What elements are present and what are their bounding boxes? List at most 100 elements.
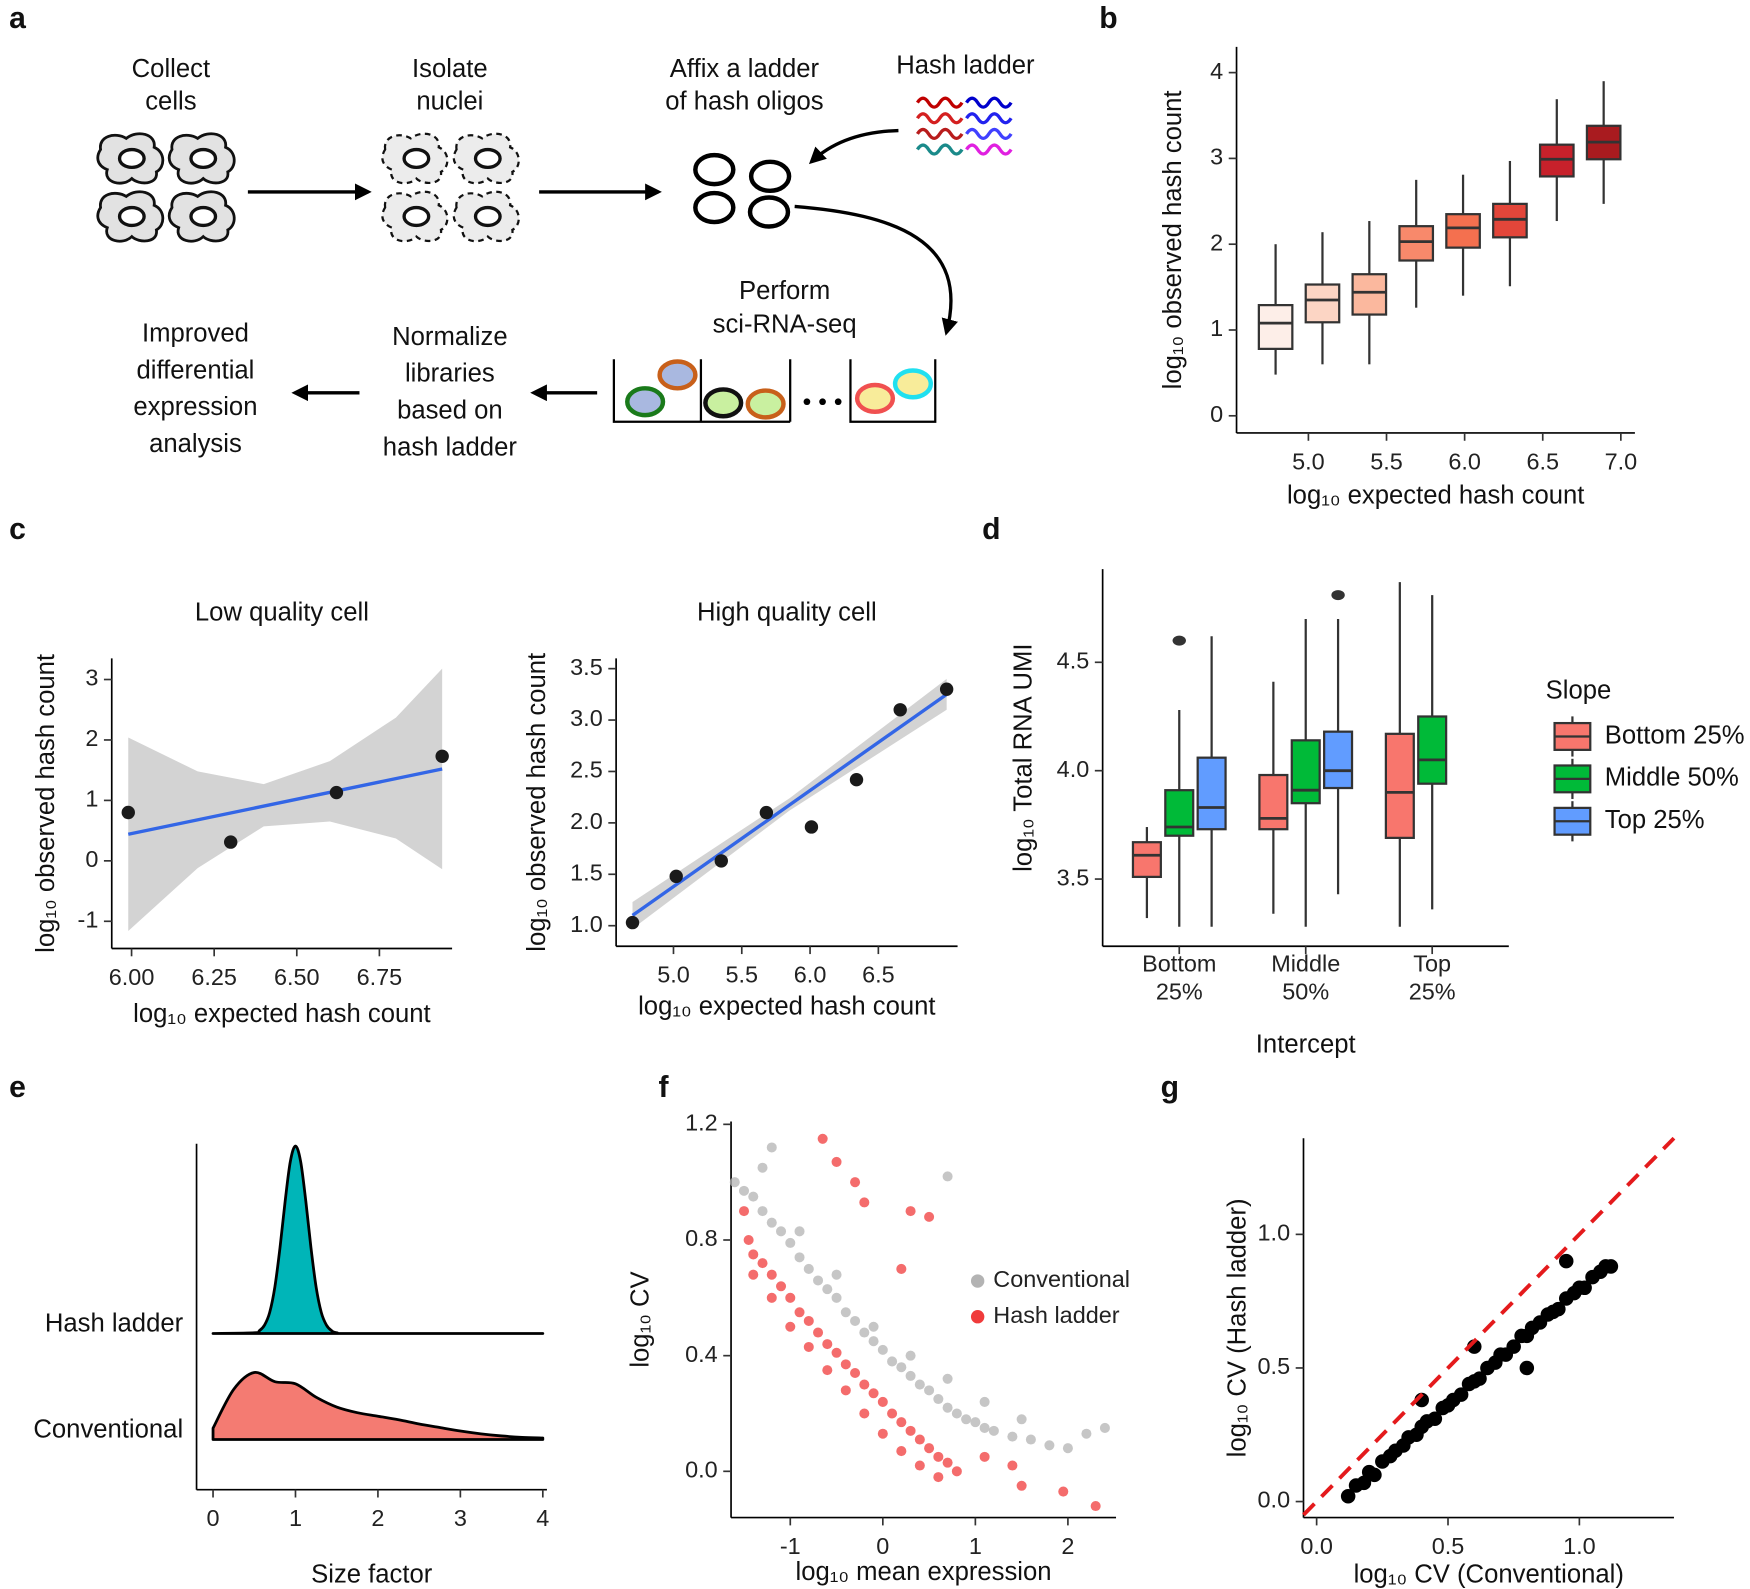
point (914, 1379, 925, 1390)
point (859, 1197, 870, 1208)
point (840, 1359, 851, 1370)
point (794, 1252, 805, 1263)
density-ridge (211, 1144, 545, 1335)
point (822, 1365, 833, 1376)
reference-line (1302, 1136, 1676, 1517)
box (1398, 225, 1435, 262)
x-axis-label: log₁₀ expected hash count (1287, 481, 1584, 509)
box (1384, 732, 1415, 839)
point (1519, 1360, 1535, 1376)
point (766, 1269, 777, 1280)
point (1007, 1460, 1018, 1471)
step-label: Isolate (412, 55, 488, 83)
chart-title: High quality cell (697, 599, 877, 627)
point (817, 1133, 828, 1144)
point (924, 1211, 935, 1222)
fit-line (631, 692, 948, 917)
y-tick-label: 0.5 (1258, 1353, 1291, 1379)
box (1445, 213, 1481, 249)
point (813, 1327, 824, 1338)
chart-box: 5.0 5.5 6.0 6.5 7.0 0 1 2 3 4 log₁₀ expected hash … (1099, 2, 1637, 509)
x-tick-label: 25% (1409, 978, 1456, 1004)
y-axis-label: log₁₀ CV (627, 1271, 655, 1367)
y-tick-label: 1.0 (1258, 1220, 1291, 1246)
x-axis-label: log₁₀ expected hash count (133, 1000, 430, 1028)
point (785, 1321, 796, 1332)
x-tick-label: 6.5 (1526, 448, 1559, 474)
box (1290, 739, 1321, 805)
step-label: Affix a ladder (670, 55, 820, 83)
chart-scatter: -1 0 1 2 0.0 0.4 0.8 1.2 log₁₀ mean expression lo… (627, 1071, 1130, 1586)
legend-title: Slope (1546, 677, 1612, 705)
point (859, 1327, 870, 1338)
x-tick-label: 2 (371, 1505, 384, 1531)
y-tick-label: 4 (1210, 58, 1223, 84)
point (951, 1466, 962, 1477)
step-label: based on (397, 397, 503, 425)
point (905, 1370, 916, 1381)
step-label: Improved (142, 320, 249, 348)
point (748, 1249, 759, 1260)
panel-letter: f (659, 1071, 670, 1104)
point (933, 1451, 944, 1462)
point (804, 820, 819, 834)
point (887, 1356, 898, 1367)
x-tick-label: 4 (536, 1505, 549, 1531)
legend-label: Hash ladder (993, 1302, 1119, 1328)
point (1099, 1422, 1110, 1433)
point (942, 1171, 953, 1182)
chart-scatter_fit: 5.0 5.5 6.0 6.5 1.0 1.5 2.0 2.5 3.0 3.5 High quali… (523, 599, 958, 1020)
wells (612, 359, 937, 423)
hash-ladder-icon (915, 96, 1013, 156)
box (1323, 730, 1354, 790)
panel-letter: c (9, 513, 26, 546)
step-label: Perform (739, 277, 830, 305)
x-tick-label: 0 (876, 1533, 889, 1559)
point (743, 1234, 754, 1246)
nucleus-icon (382, 134, 447, 183)
y-tick-label: 3 (85, 665, 98, 691)
point (850, 1177, 861, 1188)
point (1367, 1467, 1382, 1483)
y-tick-label: 3.5 (1057, 864, 1090, 890)
point (868, 1388, 879, 1399)
point (1558, 1253, 1574, 1269)
hash-ladder-label: Hash ladder (896, 52, 1035, 80)
y-tick-label: 3 (1210, 144, 1223, 170)
point (1016, 1480, 1027, 1491)
x-tick-label: 50% (1282, 978, 1329, 1004)
point (896, 1417, 907, 1428)
point (979, 1396, 990, 1407)
step-label: differential (136, 356, 254, 384)
y-tick-label: 1.2 (685, 1110, 718, 1136)
chart-scatter_fit: 6.00 6.25 6.50 6.75 -1 0 1 2 3 Low quality cell lo… (9, 513, 453, 1028)
arrows (247, 128, 958, 402)
legend-label: Middle 50% (1605, 764, 1739, 792)
x-tick-label: 0.0 (1300, 1533, 1333, 1559)
step-label: hash ladder (383, 433, 518, 461)
x-tick-label: 25% (1156, 978, 1203, 1004)
step-label: analysis (149, 430, 242, 458)
point (1090, 1500, 1101, 1512)
x-axis-label: log₁₀ CV (Conventional) (1354, 1560, 1624, 1588)
x-tick-label: -1 (780, 1533, 801, 1559)
point (1062, 1443, 1073, 1454)
point (1025, 1434, 1036, 1445)
panel-letter: g (1161, 1071, 1179, 1104)
point (794, 1307, 805, 1318)
point (942, 1402, 953, 1413)
point (1340, 1488, 1356, 1504)
box (1351, 273, 1388, 316)
x-tick-label: 6.0 (794, 962, 827, 988)
point (757, 1258, 768, 1269)
point (840, 1307, 851, 1318)
step-label: Normalize (392, 323, 507, 351)
legend-marker (970, 1310, 985, 1324)
nucleus-icon (382, 192, 447, 241)
point (868, 1321, 879, 1332)
point (859, 1408, 870, 1419)
point (738, 1206, 750, 1217)
box (1304, 283, 1341, 324)
x-tick-label: 3 (454, 1505, 467, 1531)
